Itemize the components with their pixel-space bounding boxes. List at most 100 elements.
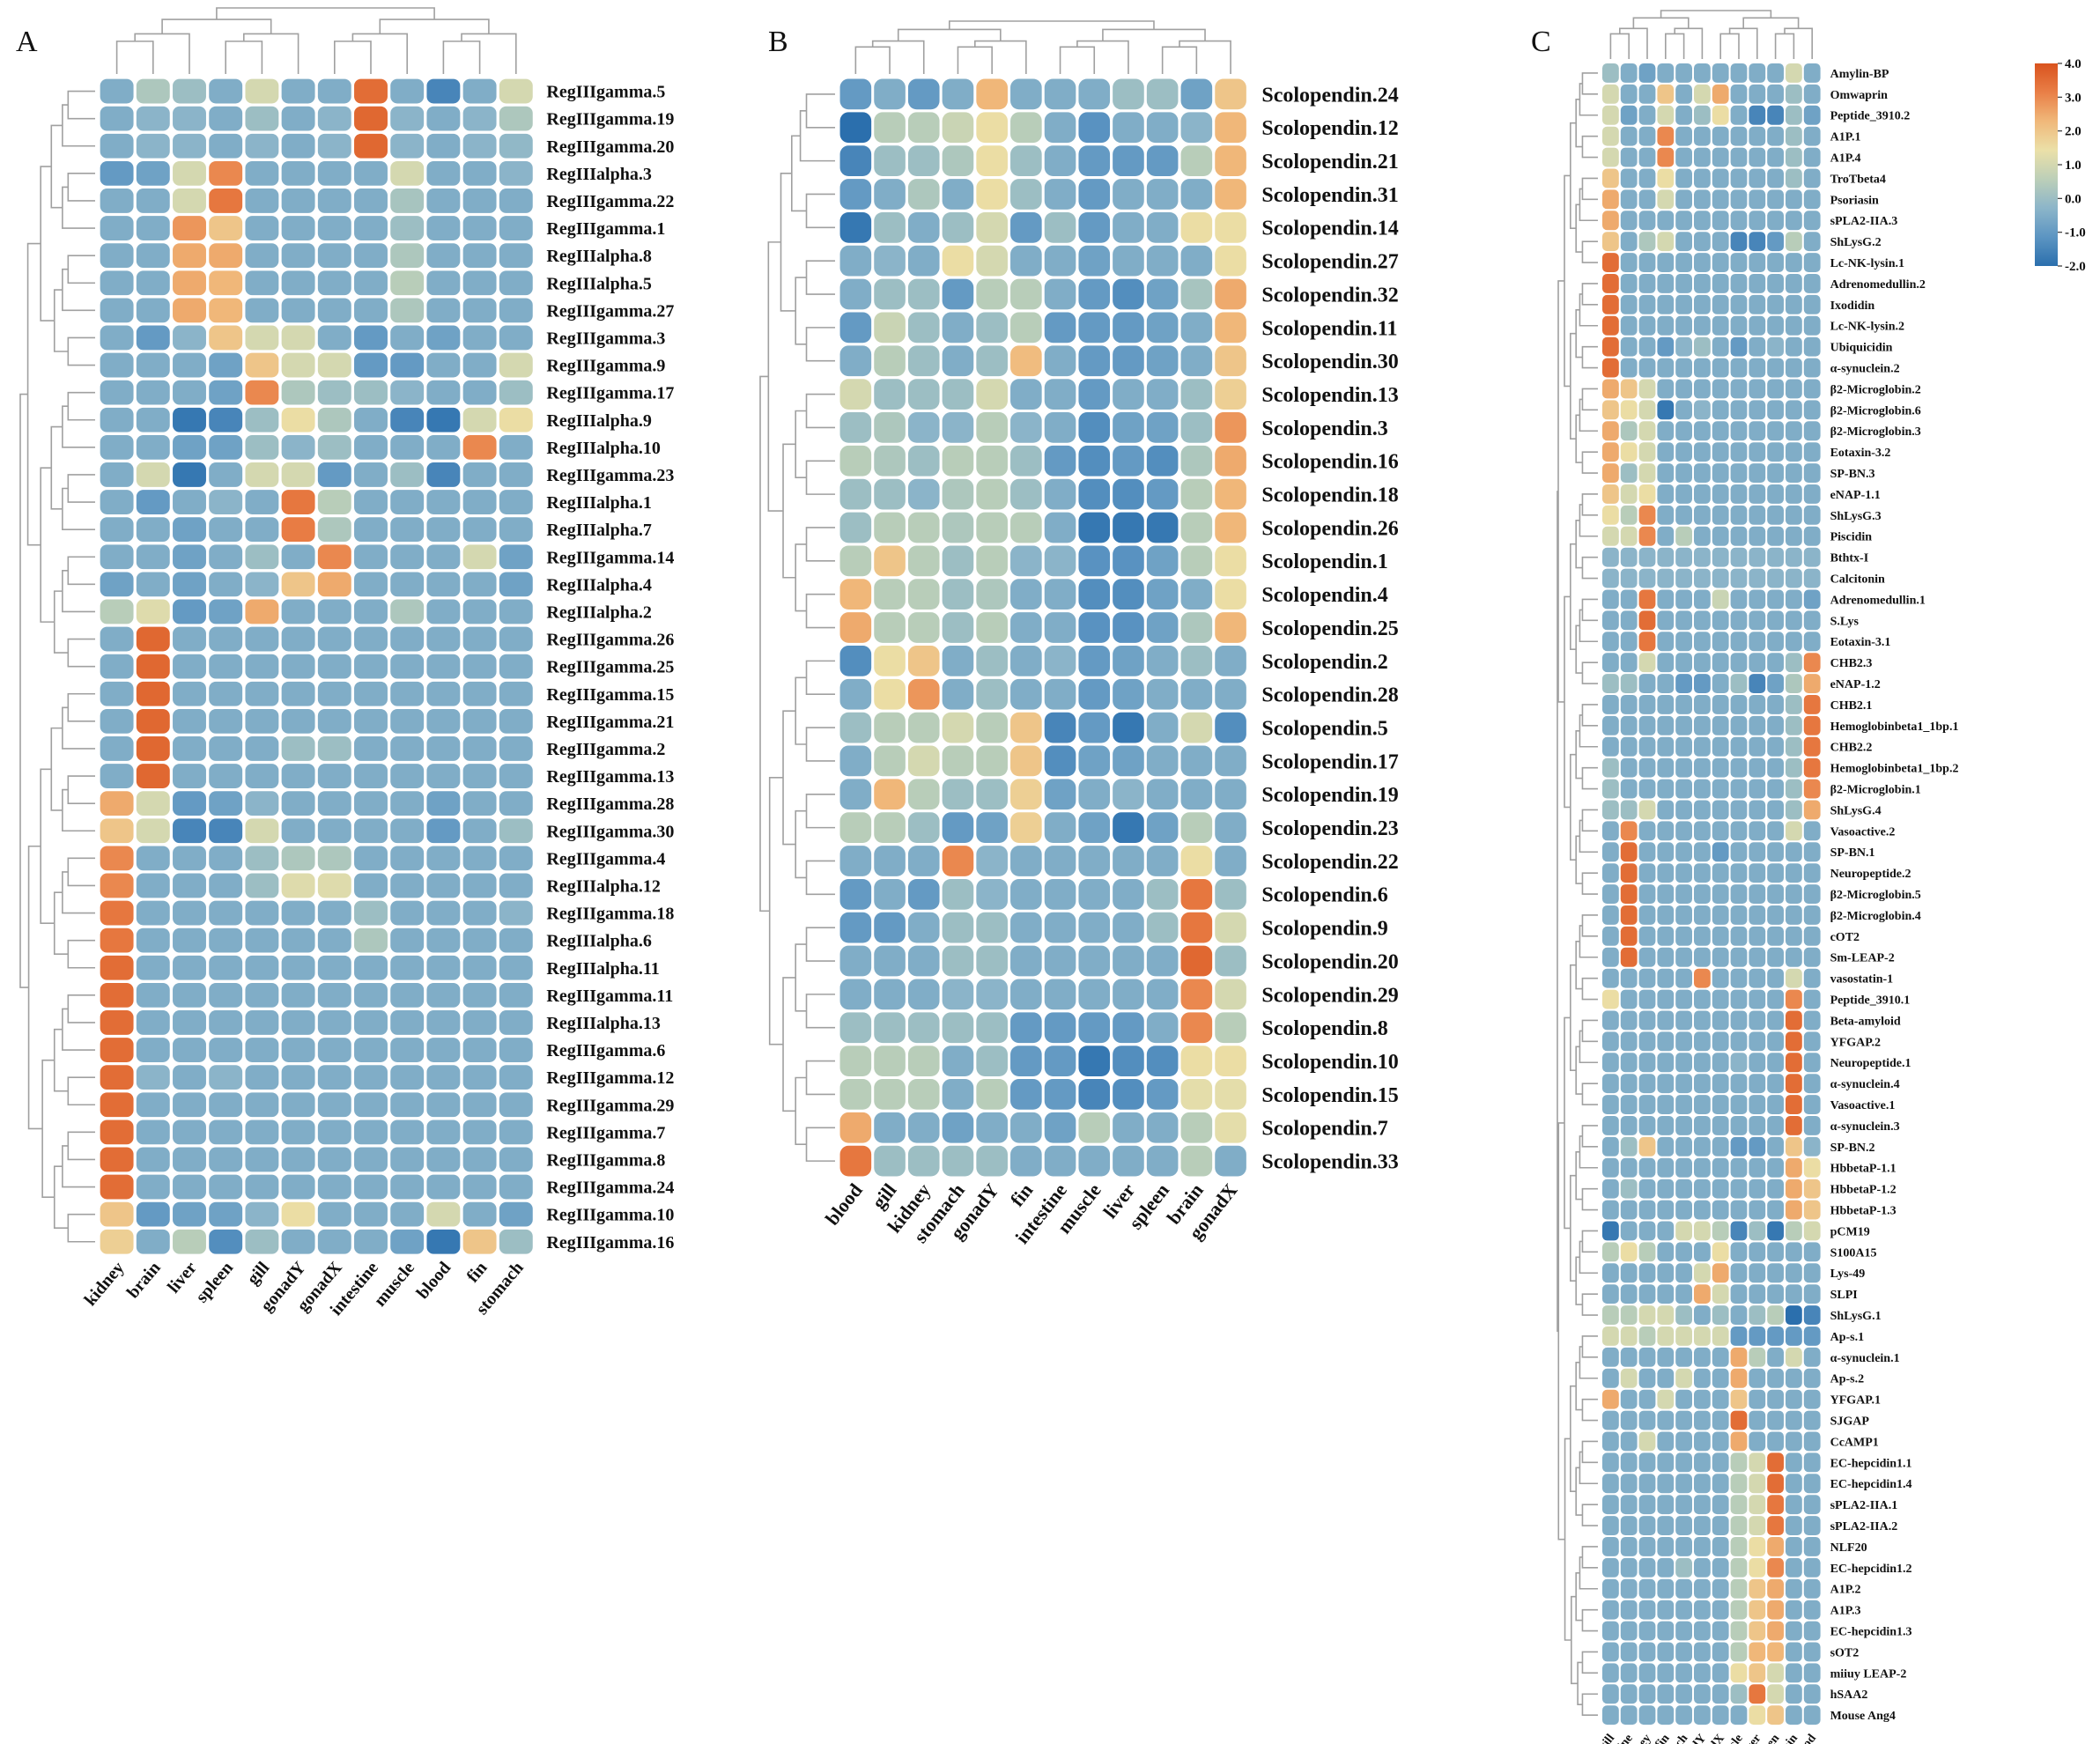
cell-2-9-6 — [1712, 253, 1729, 272]
cell-2-64-10 — [1786, 1410, 1802, 1430]
cell-2-12-3 — [1657, 315, 1675, 336]
cell-0-38-0 — [100, 1120, 134, 1145]
cell-1-27-5 — [1010, 979, 1042, 1010]
legend-tick-label: -1.0 — [2065, 226, 2086, 240]
cell-0-41-11 — [499, 1201, 533, 1227]
cell-2-12-10 — [1786, 315, 1802, 336]
cell-2-32-5 — [1694, 736, 1711, 757]
cell-2-50-11 — [1803, 1116, 1821, 1135]
cell-2-9-7 — [1730, 253, 1748, 272]
cell-2-1-3 — [1657, 84, 1675, 104]
cell-2-3-1 — [1620, 126, 1638, 146]
cell-2-45-0 — [1602, 1010, 1619, 1031]
cell-0-28-8 — [390, 846, 425, 871]
cell-2-78-10 — [1786, 1705, 1802, 1726]
cell-2-9-9 — [1767, 253, 1784, 272]
cell-1-23-4 — [976, 846, 1008, 876]
cell-2-2-3 — [1657, 105, 1675, 125]
cell-0-40-0 — [100, 1174, 134, 1200]
cell-1-14-1 — [874, 545, 906, 577]
cell-2-47-0 — [1602, 1053, 1619, 1073]
cell-1-7-3 — [942, 312, 974, 344]
cell-2-27-2 — [1638, 632, 1656, 652]
row-label: Neuropeptide.1 — [1830, 1057, 1911, 1070]
cell-1-9-2 — [907, 379, 940, 410]
cell-0-39-0 — [100, 1147, 134, 1172]
cell-1-6-1 — [874, 278, 906, 310]
cell-2-21-9 — [1767, 505, 1784, 525]
cell-2-73-8 — [1749, 1600, 1766, 1620]
cell-1-16-8 — [1113, 612, 1144, 643]
cell-2-28-7 — [1730, 653, 1748, 673]
cell-0-5-1 — [136, 216, 170, 240]
cell-2-48-0 — [1602, 1074, 1619, 1094]
cell-2-28-4 — [1675, 653, 1692, 673]
cell-2-58-1 — [1620, 1284, 1638, 1304]
cell-0-10-5 — [281, 352, 315, 378]
cell-2-0-4 — [1675, 63, 1692, 83]
cell-0-21-10 — [462, 654, 497, 679]
cell-0-4-10 — [462, 188, 497, 213]
panel-b-row-labels: Scolopendin.24Scolopendin.12Scolopendin.… — [1261, 84, 1398, 1173]
cell-2-73-4 — [1675, 1600, 1692, 1620]
cell-0-13-5 — [281, 434, 315, 460]
cell-0-17-4 — [245, 544, 279, 570]
cell-2-41-2 — [1638, 926, 1656, 946]
cell-0-15-9 — [426, 490, 461, 514]
cell-1-10-9 — [1146, 412, 1179, 443]
cell-2-65-3 — [1657, 1431, 1675, 1452]
cell-0-2-0 — [100, 133, 134, 159]
cell-2-51-2 — [1638, 1136, 1656, 1157]
cell-2-21-10 — [1786, 505, 1802, 525]
cell-2-57-9 — [1767, 1263, 1784, 1283]
cell-2-60-11 — [1803, 1326, 1821, 1346]
cell-2-52-0 — [1602, 1157, 1619, 1178]
cell-2-43-0 — [1602, 968, 1619, 988]
cell-2-53-4 — [1675, 1179, 1692, 1199]
cell-2-2-0 — [1602, 105, 1619, 125]
cell-2-58-10 — [1786, 1284, 1802, 1304]
row-label: RegIIIalpha.12 — [546, 876, 660, 896]
cell-2-4-3 — [1657, 147, 1675, 167]
cell-2-40-5 — [1694, 905, 1711, 925]
cell-1-12-10 — [1180, 478, 1213, 510]
cell-2-45-11 — [1803, 1010, 1821, 1031]
cell-2-60-0 — [1602, 1326, 1619, 1346]
row-label: Lc-NK-lysin.1 — [1830, 257, 1904, 270]
cell-2-59-10 — [1786, 1305, 1802, 1325]
cell-1-15-3 — [942, 579, 974, 610]
cell-0-9-5 — [281, 325, 315, 351]
cell-2-11-0 — [1602, 294, 1619, 314]
cell-0-20-11 — [499, 626, 533, 652]
cell-0-18-0 — [100, 572, 134, 597]
cell-1-9-10 — [1180, 379, 1213, 410]
cell-2-26-6 — [1712, 610, 1729, 631]
cell-2-27-10 — [1786, 632, 1802, 652]
cell-2-49-7 — [1730, 1095, 1748, 1114]
cell-2-3-3 — [1657, 126, 1675, 146]
cell-0-11-0 — [100, 380, 134, 405]
cell-2-47-11 — [1803, 1053, 1821, 1073]
cell-0-36-9 — [426, 1065, 461, 1090]
row-label: Scolopendin.12 — [1261, 117, 1398, 140]
cell-2-28-11 — [1803, 653, 1821, 673]
cell-0-14-6 — [317, 462, 351, 487]
cell-2-51-1 — [1620, 1136, 1638, 1157]
cell-1-18-6 — [1044, 678, 1076, 710]
cell-0-23-3 — [209, 708, 243, 734]
cell-1-25-11 — [1215, 912, 1246, 943]
cell-1-31-6 — [1044, 1112, 1076, 1143]
cell-1-11-7 — [1078, 445, 1111, 477]
cell-0-36-3 — [209, 1065, 243, 1090]
cell-1-21-8 — [1113, 779, 1144, 810]
cell-0-27-2 — [173, 818, 206, 844]
cell-1-30-4 — [976, 1079, 1008, 1110]
cell-2-1-5 — [1694, 84, 1711, 104]
cell-1-28-1 — [874, 1012, 906, 1044]
cell-0-37-11 — [499, 1092, 533, 1118]
cell-1-17-7 — [1078, 645, 1111, 676]
cell-0-1-10 — [462, 106, 497, 131]
cell-1-1-7 — [1078, 112, 1111, 144]
cell-2-64-7 — [1730, 1410, 1748, 1430]
